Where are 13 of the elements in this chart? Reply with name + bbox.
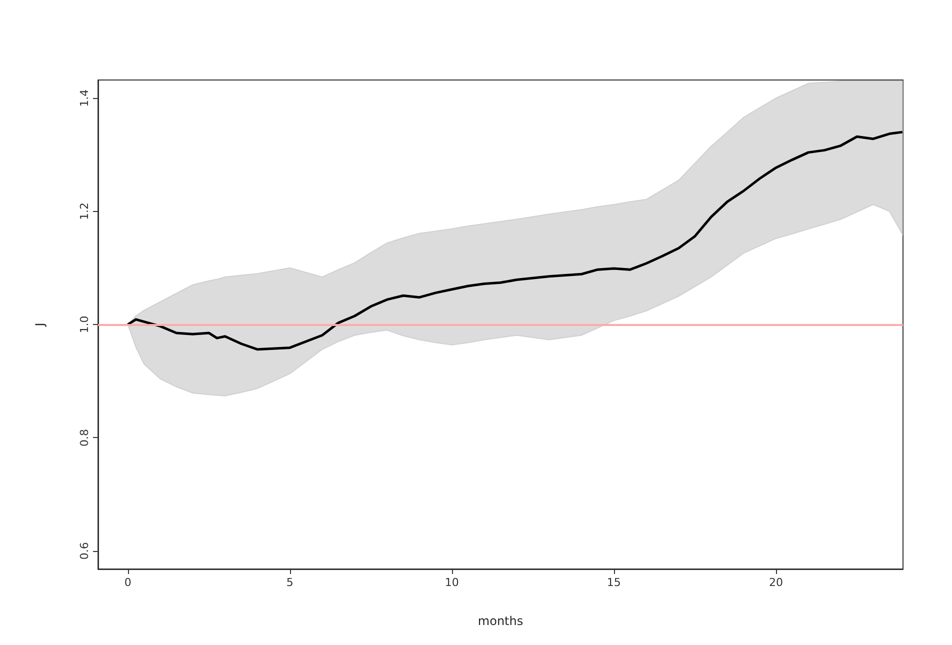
- line-series: [126, 130, 904, 351]
- y-tick-label: 0.6: [78, 542, 91, 560]
- y-tick-label: 1.4: [78, 89, 91, 107]
- y-tick-label: 1.0: [78, 316, 91, 334]
- y-axis-title: J: [33, 322, 47, 328]
- x-tick-label: 10: [444, 576, 459, 589]
- x-tick-label: 0: [124, 576, 132, 589]
- y-tick-label: 0.8: [78, 428, 91, 446]
- y-tick-label: 1.2: [78, 202, 91, 220]
- x-tick-label: 5: [286, 576, 294, 589]
- x-axis-title: months: [478, 614, 524, 628]
- x-tick-label: 15: [606, 576, 621, 589]
- x-tick-label: 20: [768, 576, 783, 589]
